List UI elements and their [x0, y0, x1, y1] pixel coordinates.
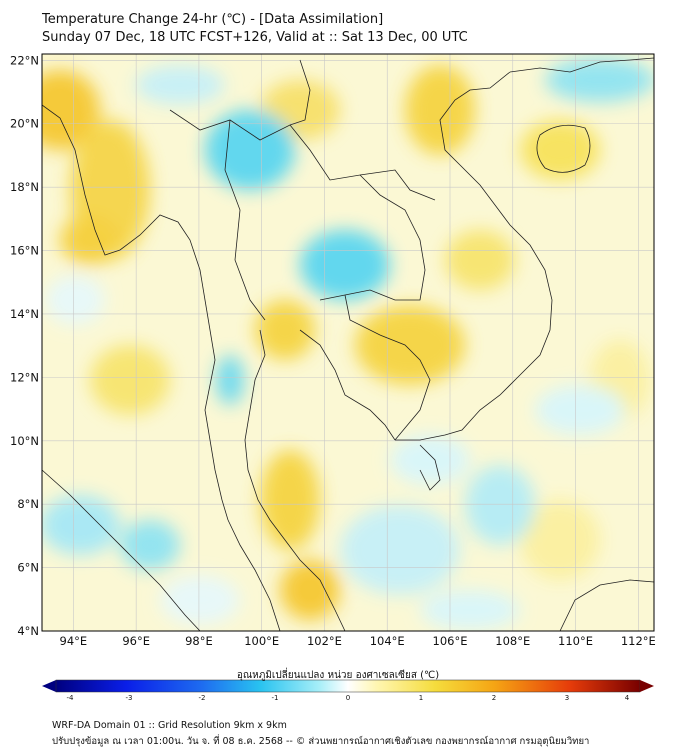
plot-frame [41, 53, 655, 632]
colorbar-tick-label: -2 [199, 694, 206, 702]
lon-label: 94°E [60, 634, 88, 648]
lon-label: 104°E [370, 634, 405, 648]
lon-label: 106°E [433, 634, 468, 648]
colorbar-tick-label: 3 [565, 694, 569, 702]
colorbar-tick-label: 1 [419, 694, 423, 702]
lat-label: 12°N [10, 370, 39, 384]
lat-label: 18°N [10, 180, 39, 194]
lat-label: 10°N [10, 434, 39, 448]
lat-label: 8°N [17, 497, 39, 511]
model-info: WRF-DA Domain 01 :: Grid Resolution 9km … [52, 720, 287, 731]
lon-label: 96°E [122, 634, 150, 648]
latitude-labels: 22°N 20°N 18°N 16°N 14°N 12°N 10°N 8°N 6°N 4°N [10, 53, 39, 638]
colorbar-title: อุณหภูมิเปลี่ยนแปลง หน่วย องศาเซลเซียส (… [236, 670, 440, 681]
lat-label: 22°N [10, 53, 39, 67]
longitude-labels: 94°E 96°E 98°E 100°E 102°E 104°E 106°E 108°E 110… [60, 634, 656, 648]
lat-label: 14°N [10, 307, 39, 321]
lat-label: 20°N [10, 117, 39, 131]
map-title: Temperature Change 24-hr (℃) - [Data Ass… [42, 12, 384, 27]
lon-label: 100°E [244, 634, 279, 648]
colorbar-tick-label: -1 [272, 694, 279, 702]
lon-label: 98°E [185, 634, 213, 648]
colorbar: -4 -3 -2 -1 0 1 2 3 4 [42, 679, 654, 702]
lon-label: 110°E [558, 634, 593, 648]
colorbar-tick-label: -4 [67, 694, 75, 702]
colorbar-tick-label: 0 [346, 694, 350, 702]
lon-label: 112°E [621, 634, 656, 648]
lon-label: 108°E [495, 634, 530, 648]
lat-label: 4°N [17, 624, 39, 638]
colorbar-tick-label: 2 [492, 694, 496, 702]
colorbar-tick-label: -3 [126, 694, 133, 702]
lat-label: 16°N [10, 244, 39, 258]
colorbar-tick-label: 4 [625, 694, 630, 702]
map-subtitle: Sunday 07 Dec, 18 UTC FCST+126, Valid at… [42, 30, 468, 45]
update-credit: ปรับปรุงข้อมูล ณ เวลา 01:00น. วัน จ. ที่… [52, 736, 590, 747]
temperature-field [42, 54, 654, 631]
coastline-borders [42, 57, 654, 631]
lat-label: 6°N [17, 561, 39, 575]
lon-label: 102°E [307, 634, 342, 648]
